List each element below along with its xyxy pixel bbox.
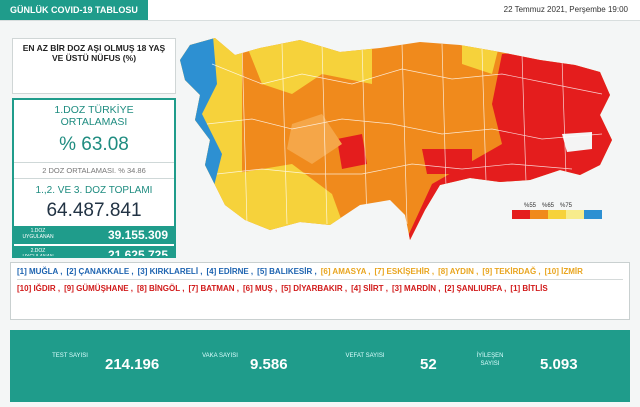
legend-swatch [548,210,566,219]
legend-label: %75 [560,203,573,209]
province: [9] GÜMÜŞHANE , [64,284,134,293]
map: %55 %65 %75 [180,38,612,240]
dose-value: 39.155.309 [107,228,168,242]
header: GÜNLÜK COVID-19 TABLOSU 22 Temmuz 2021, … [0,0,640,21]
dose-row: 2.DOZ UYGULANAN 21.625.725 [14,246,174,258]
dose-row: 1.DOZ UYGULANAN 39.155.309 [14,226,174,244]
dose-value: 21.625.725 [107,248,168,258]
bottom-list: [10] IĞDIR , [9] GÜMÜŞHANE , [8] BİNGÖL ,[… [17,283,623,294]
legend-swatch [566,210,584,219]
vaccination-panel: EN AZ BİR DOZ AŞI OLMUŞ 18 YAŞ VE ÜSTÜ N… [12,38,176,260]
first-dose-average: % 63.08 [59,134,129,155]
province: [2] ÇANAKKALE , [66,267,134,276]
legend-swatch [584,210,602,219]
province-lists: [1] MUĞLA , [2] ÇANAKKALE , [3] KIRKLARELİ… [10,262,630,320]
province: [1] BİTLİS [510,284,548,293]
province: [7] ESKİŞEHİR , [374,267,435,276]
province: [5] DİYARBAKIR , [281,284,348,293]
province: [8] BİNGÖL , [137,284,185,293]
province: [10] İZMİR [544,267,583,276]
stat-label: VAKA SAYISI [202,353,238,359]
province: [3] KIRKLARELİ , [137,267,203,276]
province: [6] AMASYA , [320,267,371,276]
top-list: [1] MUĞLA , [2] ÇANAKKALE , [3] KIRKLARELİ… [17,266,623,280]
legend-label: %55 [524,203,537,209]
province: [6] MUŞ , [242,284,278,293]
province: [7] BATMAN , [188,284,239,293]
daily-stats: TEST SAYISI 214.196 VAKA SAYISI 9.586 VEFAT … [10,330,630,402]
province: [8] AYDIN , [438,267,479,276]
population-label: EN AZ BİR DOZ AŞI OLMUŞ 18 YAŞ VE ÜSTÜ N… [12,38,176,94]
title: GÜNLÜK COVID-19 TABLOSU [0,0,148,20]
province: [9] TEKİRDAĞ , [482,267,541,276]
total: 64.487.841 [46,200,142,221]
province: [4] EDİRNE , [206,267,254,276]
province: [1] MUĞLA , [17,267,63,276]
stat-value: 9.586 [250,356,288,373]
legend-swatch [512,210,530,219]
second-dose-average: 2 DOZ ORTALAMASI. % 34.86 [14,162,174,175]
province: [10] IĞDIR , [17,284,61,293]
province: [2] ŞANLIURFA , [444,284,507,293]
province: [3] MARDİN , [392,284,441,293]
stat-label: TEST SAYISI [52,353,88,359]
legend: %55 %65 %75 [512,203,602,219]
stat-label: İYİLEŞEN SAYISI [476,353,504,367]
average-box: 1.DOZ TÜRKİYE ORTALAMASI % 63.08 2 DOZ O… [12,98,176,258]
stat-value: 52 [420,356,437,373]
province: [4] SİİRT , [351,284,389,293]
province: [5] BALIKESİR , [257,267,317,276]
legend-swatch [530,210,548,219]
dose-label: 1.DOZ UYGULANAN [22,228,54,240]
date: 22 Temmuz 2021, Perşembe 19:00 [503,5,628,14]
total-label: 1.,2. VE 3. DOZ TOPLAMI [14,178,174,196]
stat-value: 5.093 [540,356,578,373]
first-dose-average-label: 1.DOZ TÜRKİYE ORTALAMASI [54,104,134,128]
legend-label: %65 [542,203,555,209]
stat-value: 214.196 [105,356,160,373]
dose-label: 2.DOZ UYGULANAN [22,248,54,258]
stat-label: VEFAT SAYISI [345,353,385,359]
